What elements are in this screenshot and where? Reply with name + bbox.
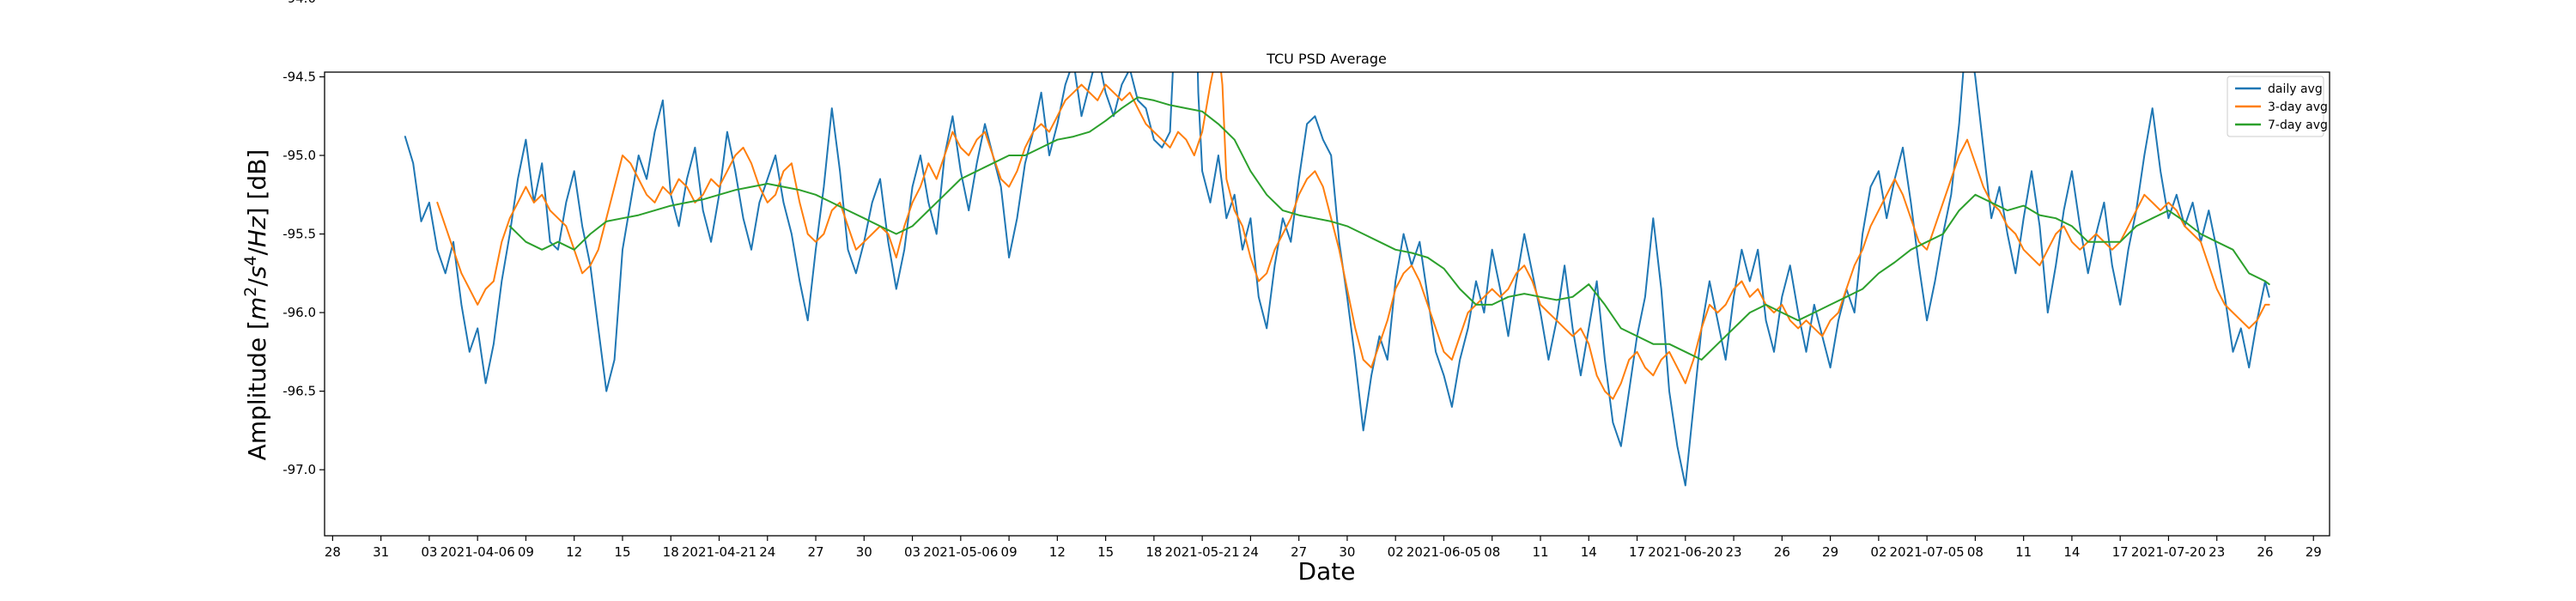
- x-tick-label: 02: [1388, 544, 1404, 560]
- x-tick-label: 2021-05-21: [1165, 544, 1240, 560]
- x-tick-label: 26: [2257, 544, 2273, 560]
- x-tick-label: 24: [1242, 544, 1259, 560]
- series-layer: [404, 72, 2270, 487]
- x-tick-label: 14: [1581, 544, 1597, 560]
- x-tick-label: 18: [1145, 544, 1162, 560]
- plot-frame: [324, 71, 2330, 537]
- x-tick-label: 29: [2306, 544, 2322, 560]
- x-tick-label: 2021-07-20: [2131, 544, 2206, 560]
- y-axis-title-before: Amplitude [: [243, 320, 271, 460]
- y-tick-label: -96.0: [283, 305, 316, 320]
- x-tick-label: 08: [1967, 544, 1984, 560]
- y-tick-label: -97.0: [283, 462, 316, 477]
- x-tick-label: 2021-05-06: [923, 544, 998, 560]
- y-axis-title-end: ] [dB]: [243, 149, 271, 217]
- legend-label: daily avg: [2268, 82, 2323, 96]
- y-tick-label: -94.0: [283, 0, 316, 6]
- series-line-3-day-avg: [436, 72, 2270, 400]
- x-tick-label: 2021-04-06: [440, 544, 515, 560]
- x-tick-label: 26: [1774, 544, 1790, 560]
- x-tick-label: 29: [1822, 544, 1838, 560]
- x-tick-label: 2021-07-05: [1890, 544, 1965, 560]
- legend-label: 7-day avg: [2268, 118, 2328, 132]
- x-tick-label: 24: [759, 544, 775, 560]
- x-tick-label: 30: [856, 544, 872, 560]
- legend-box: [2227, 76, 2324, 137]
- x-tick-label: 30: [1339, 544, 1355, 560]
- y-axis-title-after: /: [243, 247, 271, 256]
- x-tick-label: 08: [1484, 544, 1500, 560]
- x-tick-label: 12: [566, 544, 582, 560]
- y-tick-label: -94.5: [283, 69, 316, 84]
- x-tick-label: 18: [663, 544, 679, 560]
- y-tick-label: -96.5: [283, 384, 316, 399]
- legend-label: 3-day avg: [2268, 100, 2328, 114]
- y-axis-title-hz: Hz: [243, 216, 271, 247]
- y-axis-title-s: s: [243, 266, 271, 279]
- legend: daily avg 3-day avg 7-day avg: [2227, 76, 2328, 137]
- x-tick-label: 14: [2063, 544, 2080, 560]
- x-tick-label: 03: [904, 544, 920, 560]
- x-tick-label: 23: [1726, 544, 1742, 560]
- x-tick-label: 11: [2015, 544, 2032, 560]
- series-line-7-day-avg: [508, 96, 2270, 361]
- x-tick-label: 09: [1001, 544, 1018, 560]
- y-axis-title-m: m: [243, 297, 271, 320]
- x-tick-label: 03: [421, 544, 437, 560]
- x-tick-label: 09: [518, 544, 534, 560]
- y-axis-title-sq: 2: [241, 287, 260, 297]
- x-tick-label: 31: [373, 544, 389, 560]
- x-tick-label: 23: [2208, 544, 2225, 560]
- x-tick-label: 17: [2112, 544, 2129, 560]
- x-tick-label: 12: [1049, 544, 1066, 560]
- x-tick-label: 28: [325, 544, 341, 560]
- x-tick-label: 27: [807, 544, 823, 560]
- x-tick-label: 02: [1870, 544, 1886, 560]
- y-tick-label: -95.0: [283, 148, 316, 163]
- x-tick-label: 15: [1097, 544, 1114, 560]
- x-tick-label: 11: [1532, 544, 1548, 560]
- y-tick-label: -95.5: [283, 227, 316, 242]
- x-axis: 28 31 03 2021-04-06 09 12 15 18 2021-04-21 24 27 30…: [325, 536, 2322, 560]
- x-tick-label: 2021-04-21: [682, 544, 756, 560]
- x-tick-label: 17: [1629, 544, 1645, 560]
- y-axis: -94.0 -94.5 -95.0 -95.5 -96.0 -96.5 -97.0: [283, 0, 325, 477]
- x-tick-label: 15: [614, 544, 630, 560]
- x-tick-label: 27: [1291, 544, 1307, 560]
- x-axis-title: Date: [1298, 557, 1356, 586]
- y-axis-title-mid: /: [243, 278, 271, 287]
- y-axis-title-q: 4: [241, 256, 260, 266]
- chart-title: TCU PSD Average: [1266, 51, 1387, 67]
- plot-area: [324, 71, 2330, 537]
- x-tick-label: 2021-06-20: [1648, 544, 1722, 560]
- y-axis-title: Amplitude [m2/s4/Hz] [dB]: [241, 149, 271, 461]
- x-tick-label: 2021-06-05: [1406, 544, 1481, 560]
